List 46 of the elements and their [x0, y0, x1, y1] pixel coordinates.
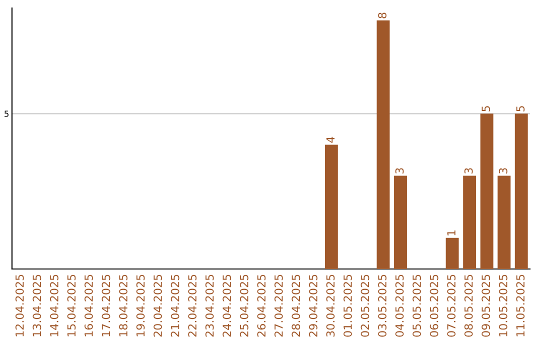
- x-tick-label: 18.04.2025: [119, 274, 128, 336]
- x-tick-label: 25.04.2025: [240, 274, 248, 337]
- x-tick-label: 20.04.2025: [154, 274, 162, 337]
- x-tick-label: 02.05.2025: [360, 274, 370, 337]
- bar: [480, 114, 494, 269]
- x-tick-label: 22.04.2025: [188, 274, 197, 337]
- bar: [376, 20, 390, 269]
- bar: [498, 176, 511, 269]
- x-tick-label: 08.05.2025: [464, 274, 473, 337]
- data-label: 5: [482, 106, 490, 112]
- x-tick-label: 27.04.2025: [274, 274, 283, 337]
- bar: [394, 176, 407, 269]
- bar: [324, 144, 338, 269]
- bar: [463, 176, 476, 269]
- x-tick-label: 06.05.2025: [430, 274, 438, 337]
- x-tick-label: 09.05.2025: [482, 274, 490, 337]
- data-label: 3: [464, 168, 473, 174]
- x-tick-label: 21.04.2025: [170, 274, 180, 337]
- x-tick-label: 07.05.2025: [447, 274, 456, 337]
- x-tick-label: 29.04.2025: [308, 274, 318, 337]
- data-label: 4: [326, 136, 334, 143]
- data-label: 3: [395, 168, 404, 174]
- x-tick-label: 14.04.2025: [50, 274, 58, 336]
- x-tick-label: 03.05.2025: [378, 274, 386, 337]
- x-tick-label: 30.04.2025: [326, 274, 335, 337]
- x-tick-label: 10.05.2025: [498, 274, 508, 336]
- x-tick-label: 04.05.2025: [395, 274, 404, 337]
- x-tick-label: 23.04.2025: [205, 274, 214, 337]
- x-tick-label: 26.04.2025: [257, 274, 266, 337]
- data-label: 8: [378, 12, 386, 18]
- x-tick-label: 28.04.2025: [292, 274, 300, 337]
- x-tick-label: 13.04.2025: [32, 274, 42, 336]
- x-tick-label: 01.05.2025: [344, 274, 352, 337]
- data-label: 3: [498, 168, 508, 174]
- x-tick-label: 15.04.2025: [67, 274, 76, 336]
- x-tick-label: 19.04.2025: [136, 274, 145, 336]
- x-tick-label: 16.04.2025: [84, 274, 93, 336]
- x-tick-label: 11.05.2025: [516, 274, 525, 336]
- x-tick-label: 17.04.2025: [102, 274, 110, 336]
- data-label: 1: [447, 230, 456, 236]
- bar: [446, 238, 459, 269]
- x-tick-label: 12.04.2025: [15, 274, 24, 336]
- data-label: 5: [516, 106, 525, 112]
- x-tick-label: 24.04.2025: [222, 274, 232, 337]
- bar: [514, 114, 528, 269]
- x-tick-label: 05.05.2025: [412, 274, 421, 337]
